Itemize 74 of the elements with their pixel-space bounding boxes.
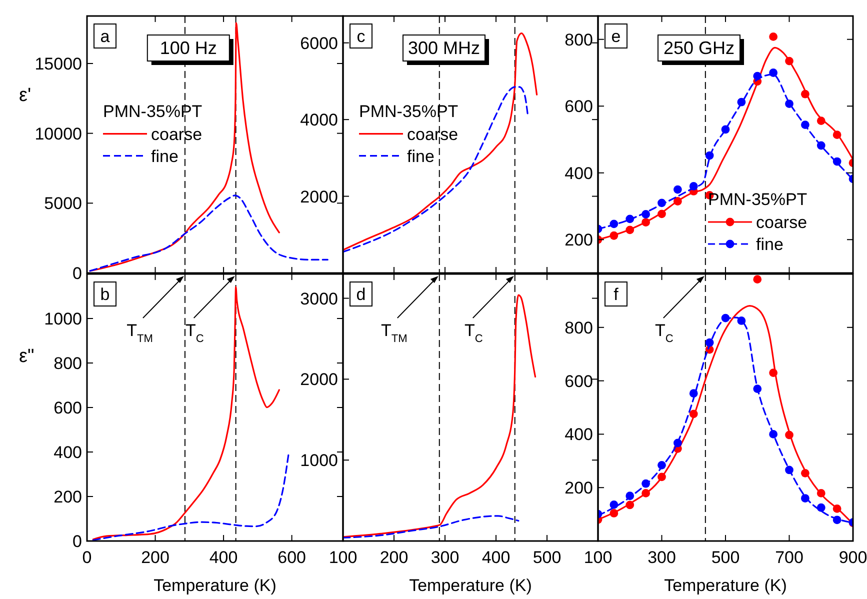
y-tick-label: 600 — [564, 372, 593, 391]
y-tick-label: 2000 — [300, 370, 338, 390]
y-tick-label: 600 — [564, 97, 593, 116]
y-tick-label: 0 — [72, 264, 82, 283]
y-tick-label: 800 — [564, 30, 593, 50]
line-series — [343, 32, 538, 251]
annotation: 250 GHz — [663, 38, 735, 58]
legend-label: coarse — [151, 124, 202, 144]
y-tick-label: 400 — [564, 425, 593, 444]
x-axis-title: Temperature (K) — [664, 576, 787, 595]
annotation: 100 Hz — [160, 38, 217, 58]
point — [769, 32, 778, 41]
legend-title: PMN-35%PT — [708, 190, 808, 209]
annotation: c — [356, 27, 366, 46]
x-tick-label: 500 — [711, 548, 740, 567]
y-tick-label: 800 — [54, 354, 82, 373]
y-tick-label: 15000 — [34, 54, 82, 74]
legend-label: fine — [407, 146, 434, 166]
ref-line-label: T$_{C}$ — [185, 321, 204, 345]
y-tick-label: 200 — [564, 478, 593, 498]
legend-label: fine — [151, 146, 178, 166]
legend-label: coarse — [407, 124, 458, 144]
x-tick-label: 500 — [532, 548, 562, 567]
y-tick-label: 600 — [54, 398, 82, 418]
x-tick-label: 300 — [648, 548, 676, 567]
annotation: 300 MHz — [408, 38, 480, 58]
x-tick-label: 100 — [328, 548, 358, 567]
x-tick-label: 200 — [380, 548, 408, 567]
ref-line-label: T$_{TM}$ — [381, 321, 408, 345]
y-tick-label: 800 — [564, 318, 593, 338]
x-tick-label: 100 — [584, 548, 612, 567]
y-tick-label: 0 — [72, 532, 82, 551]
annotation: e — [611, 27, 621, 46]
y-tick-label: 1000 — [300, 451, 338, 470]
y-tick-label: 200 — [564, 230, 593, 250]
annotation: a — [100, 27, 110, 46]
annotation: f — [614, 285, 619, 304]
x-tick-label: 700 — [775, 548, 804, 567]
line-series — [89, 22, 280, 272]
line-series — [343, 86, 528, 253]
legend-title: PMN-35%PT — [359, 102, 458, 121]
y-tick-label: 400 — [564, 164, 593, 183]
ref-line-label: T$_{C}$ — [655, 321, 674, 345]
x-axis-title: Temperature (K) — [409, 576, 532, 595]
y-tick-label: 10000 — [34, 124, 82, 144]
y-tick-label: 6000 — [300, 34, 338, 53]
annotation: d — [356, 285, 366, 304]
y-tick-label: 200 — [54, 488, 82, 506]
point — [673, 185, 682, 194]
legend-label: fine — [756, 235, 784, 254]
y-tick-label: 1000 — [44, 310, 82, 328]
ref-line-label: T$_{C}$ — [464, 321, 483, 345]
line-series — [92, 452, 290, 541]
x-axis-title: Temperature (K) — [154, 576, 276, 595]
x-tick-label: 400 — [482, 548, 510, 567]
ref-line-label: T$_{TM}$ — [126, 321, 153, 345]
legend-title: PMN-35%PT — [103, 102, 202, 121]
x-tick-label: 900 — [838, 548, 867, 567]
x-tick-label: 200 — [141, 548, 170, 567]
y-axis-title: ε" — [19, 346, 34, 368]
y-tick-label: 5000 — [44, 194, 82, 214]
line-series — [92, 286, 280, 540]
x-tick-label: 300 — [430, 548, 460, 567]
point — [753, 275, 762, 284]
annotation: b — [100, 285, 110, 304]
y-axis-title: ε' — [19, 84, 32, 106]
y-tick-label: 3000 — [300, 289, 338, 308]
y-tick-label: 2000 — [300, 187, 338, 206]
legend-label: coarse — [756, 213, 808, 232]
y-tick-label: 4000 — [300, 110, 338, 130]
x-tick-label: 600 — [278, 548, 306, 567]
line-series — [343, 515, 520, 539]
y-tick-label: 400 — [54, 443, 82, 462]
x-tick-label: 400 — [209, 548, 238, 567]
